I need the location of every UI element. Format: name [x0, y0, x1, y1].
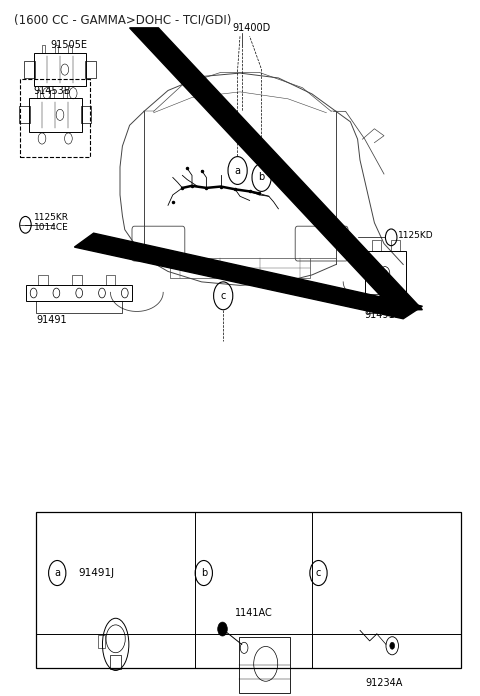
Bar	[170, 258, 310, 278]
Text: 1141AC: 1141AC	[235, 608, 272, 618]
Bar	[24, 61, 35, 78]
Bar	[365, 251, 406, 296]
Text: a: a	[54, 568, 60, 578]
Text: 91505E: 91505E	[50, 40, 87, 50]
Text: 91400D: 91400D	[233, 23, 271, 33]
Text: 1125KD: 1125KD	[398, 231, 434, 239]
Bar	[42, 45, 45, 53]
Bar	[98, 635, 105, 648]
Bar	[81, 106, 91, 123]
Text: c: c	[220, 291, 226, 301]
Bar	[372, 240, 381, 251]
Circle shape	[218, 622, 228, 636]
Bar	[367, 294, 384, 313]
Text: b: b	[258, 173, 265, 182]
Bar	[34, 53, 86, 86]
Bar	[36, 512, 461, 668]
Bar	[55, 45, 59, 53]
Text: c: c	[316, 568, 321, 578]
Bar	[37, 90, 40, 98]
Bar	[68, 45, 72, 53]
Text: a: a	[235, 166, 240, 175]
Text: (1600 CC - GAMMA>DOHC - TCI/GDI): (1600 CC - GAMMA>DOHC - TCI/GDI)	[14, 14, 232, 27]
Polygon shape	[74, 233, 422, 319]
Bar	[391, 240, 400, 251]
Text: 91234A: 91234A	[365, 678, 403, 688]
Text: 91491: 91491	[36, 315, 67, 324]
Bar	[29, 98, 82, 132]
Polygon shape	[130, 28, 422, 310]
Bar	[85, 61, 96, 78]
Text: b: b	[201, 568, 207, 578]
Circle shape	[390, 642, 395, 649]
Bar	[20, 79, 90, 157]
Text: 91491H: 91491H	[365, 310, 403, 319]
Bar	[50, 90, 54, 98]
Bar	[26, 285, 132, 301]
Text: 1014CE: 1014CE	[34, 223, 68, 232]
Bar	[63, 90, 67, 98]
Bar	[386, 294, 401, 313]
Bar	[240, 638, 290, 693]
Bar	[36, 301, 122, 313]
Bar	[38, 275, 48, 285]
Text: 91453B: 91453B	[34, 86, 71, 96]
Bar	[106, 275, 115, 285]
Bar	[19, 106, 30, 123]
Bar	[72, 275, 82, 285]
Text: 1125KR: 1125KR	[34, 213, 69, 221]
Text: 91491J: 91491J	[79, 568, 115, 578]
Bar	[110, 655, 121, 669]
